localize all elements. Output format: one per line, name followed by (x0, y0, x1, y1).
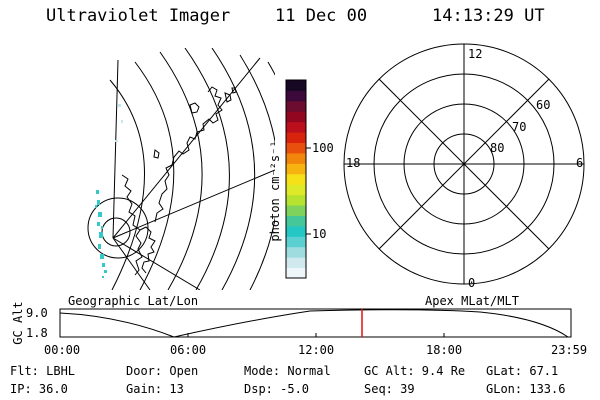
colorbar-cell (286, 142, 306, 154)
date-label: 11 Dec 00 (275, 6, 368, 26)
geo-map-label: Geographic Lat/Lon (68, 294, 199, 308)
latitude-arc (239, 54, 275, 290)
colorbar-cell (286, 90, 306, 102)
colorbar-cell (286, 173, 306, 185)
latitude-arc (159, 51, 203, 290)
colorbar-frame (285, 79, 307, 279)
longitude-line (112, 237, 201, 290)
longitude-line (112, 169, 275, 239)
colorbar-cell (286, 257, 306, 269)
mlat-label-80: 80 (490, 141, 505, 155)
gain-value: Gain: 13 (126, 382, 184, 396)
ip-value: IP: 36.0 (10, 382, 68, 396)
auroral-emission-faint (115, 104, 123, 142)
coastline (153, 149, 160, 159)
latitude-arc (184, 48, 230, 290)
altitude-ytick-top: 9.0 (26, 306, 48, 320)
mlt-label-12: 12 (468, 47, 483, 61)
colorbar-cell (286, 163, 306, 175)
instrument-title: Ultraviolet Imager (46, 6, 231, 26)
door-value: Door: Open (126, 364, 199, 378)
mlat-label-70: 70 (512, 120, 527, 134)
glat-value: GLat: 67.1 (486, 364, 559, 378)
filter-value: Flt: LBHL (10, 364, 76, 378)
mlt-label-0: 0 (468, 276, 476, 290)
colorbar-cell (286, 184, 306, 196)
glon-value: GLon: 133.6 (486, 382, 566, 396)
colorbar-cell (286, 80, 306, 91)
colorbar-cell (286, 225, 306, 237)
coastline (231, 87, 237, 94)
colorbar-cell (286, 100, 306, 112)
mode-value: Mode: Normal (244, 364, 331, 378)
colorbar-cell (286, 236, 306, 248)
longitude-line (112, 59, 119, 239)
mlat-label-60: 60 (536, 98, 551, 112)
xtick-label-2359: 23:59 (551, 343, 588, 357)
colorbar-cell (286, 246, 306, 258)
mlt-line-diag-2 (378, 78, 550, 250)
pole-circle (87, 197, 149, 259)
colorbar-cell (286, 215, 306, 227)
coastline (139, 226, 156, 274)
time-label: 14:13:29 UT (432, 6, 545, 26)
latitude-arc (211, 48, 256, 290)
xtick-label-1800: 18:00 (426, 343, 463, 357)
xtick-label-0600: 06:00 (170, 343, 207, 357)
altitude-ytick-bottom: 1.8 (26, 326, 48, 340)
xtick-label-0000: 00:00 (44, 343, 81, 357)
colorbar-cell (286, 132, 306, 144)
altitude-curve (59, 309, 569, 338)
mlt-label-18: 18 (346, 156, 361, 170)
seq-value: Seq: 39 (364, 382, 415, 396)
colorbar-cell (286, 152, 306, 164)
coastline (224, 92, 232, 103)
colorbar-cell (286, 194, 306, 206)
colorbar-tick-label-10: 10 (312, 227, 327, 241)
colorbar-cell (286, 205, 306, 216)
colorbar-cell (286, 111, 306, 123)
coastline (121, 174, 143, 276)
altitude-ylabel: GC Alt (11, 301, 25, 345)
latitude-arc (134, 61, 175, 290)
coastline (189, 102, 200, 114)
longitude-line (112, 237, 151, 290)
latitude-arc (109, 79, 145, 290)
colorbar-cell (286, 121, 306, 133)
dsp-value: Dsp: -5.0 (244, 382, 310, 396)
mlt-label-6: 6 (576, 156, 584, 170)
colorbar-cell (286, 267, 306, 279)
gc-alt-value: GC Alt: 9.4 Re (364, 364, 466, 378)
coastline (154, 86, 223, 223)
colorbar-cells (286, 80, 306, 279)
auroral-emission (95, 190, 107, 278)
polar-plot-label: Apex MLat/MLT (425, 294, 519, 308)
xtick-label-1200: 12:00 (298, 343, 335, 357)
colorbar-tick-label-100: 100 (312, 141, 334, 155)
